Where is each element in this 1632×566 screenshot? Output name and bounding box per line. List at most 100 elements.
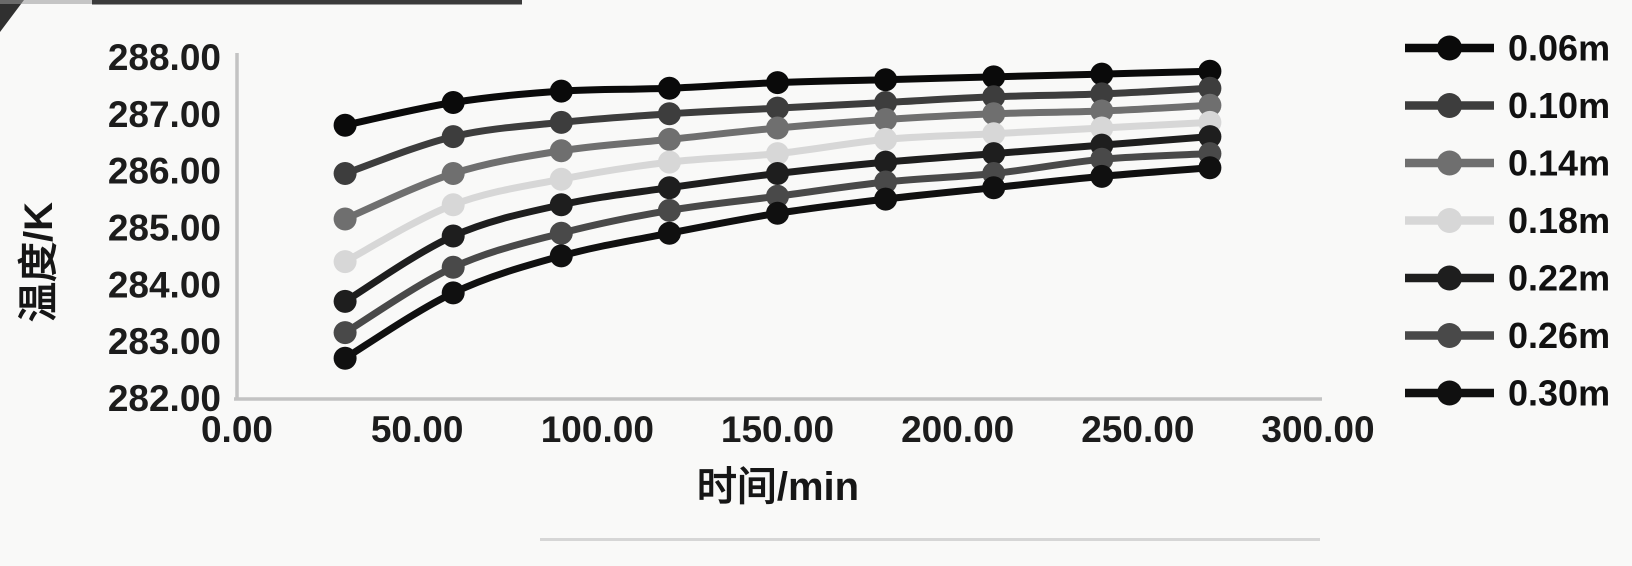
- data-point-marker: [766, 116, 789, 140]
- y-tick-label: 286.00: [108, 151, 221, 192]
- data-point-marker: [549, 167, 573, 191]
- legend-item-0.10m: 0.10m: [1405, 85, 1610, 126]
- data-point-marker: [441, 193, 465, 217]
- data-point-marker: [657, 127, 681, 151]
- legend-label: 0.18m: [1508, 200, 1610, 241]
- x-tick-label: 150.00: [721, 409, 834, 450]
- legend-marker-icon: [1437, 323, 1462, 348]
- data-point-marker: [874, 68, 898, 92]
- data-point-marker: [1090, 116, 1114, 140]
- data-point-marker: [657, 76, 681, 100]
- x-tick-label: 250.00: [1081, 409, 1194, 450]
- data-point-marker: [657, 198, 681, 222]
- data-point-marker: [333, 207, 357, 231]
- y-tick-label: 282.00: [108, 378, 221, 419]
- data-point-marker: [874, 170, 898, 194]
- scan-top-edge-light: [0, 0, 92, 4]
- series-0.14m: [333, 93, 1222, 231]
- legend-item-0.06m: 0.06m: [1405, 28, 1610, 69]
- data-point-marker: [333, 289, 357, 313]
- y-tick-label: 288.00: [108, 37, 221, 78]
- data-point-marker: [766, 162, 789, 185]
- legend-item-0.22m: 0.22m: [1405, 258, 1610, 299]
- data-point-marker: [333, 346, 357, 370]
- data-point-marker: [549, 110, 573, 134]
- data-point-marker: [1198, 156, 1222, 180]
- x-tick-label: 200.00: [901, 409, 1014, 450]
- data-point-marker: [441, 255, 465, 279]
- data-point-marker: [982, 102, 1006, 126]
- data-point-marker: [874, 108, 898, 131]
- data-point-marker: [1090, 62, 1114, 86]
- data-point-marker: [982, 122, 1006, 146]
- data-point-marker: [549, 79, 573, 103]
- data-point-marker: [657, 102, 681, 126]
- data-point-marker: [333, 321, 357, 345]
- data-point-marker: [441, 281, 465, 305]
- data-point-marker: [874, 91, 898, 114]
- data-point-marker: [1198, 59, 1222, 83]
- data-point-marker: [766, 201, 789, 225]
- x-axis-tick-labels: 0.00 50.00 100.00 150.00 200.00 250.00 300.00: [201, 409, 1375, 450]
- data-point-marker: [333, 250, 357, 274]
- legend-label: 0.22m: [1508, 258, 1610, 299]
- data-point-marker: [549, 221, 573, 245]
- x-axis-title: 时间/min: [697, 465, 859, 509]
- data-point-marker: [982, 65, 1006, 89]
- data-point-marker: [1198, 93, 1222, 117]
- x-tick-label: 300.00: [1261, 409, 1374, 450]
- data-point-marker: [766, 142, 789, 166]
- series-0.10m: [333, 76, 1222, 185]
- data-point-marker: [657, 150, 681, 174]
- data-point-marker: [766, 71, 789, 95]
- legend-marker-icon: [1437, 208, 1462, 233]
- data-point-marker: [441, 224, 465, 248]
- data-point-marker: [441, 162, 465, 185]
- x-tick-label: 100.00: [541, 409, 654, 450]
- series-0.22m: [333, 125, 1222, 313]
- legend: 0.06m 0.10m 0.14m 0.18m 0.22m 0.26m 0.30m: [1405, 28, 1610, 414]
- data-point-marker: [1090, 99, 1114, 123]
- data-point-marker: [982, 142, 1006, 166]
- data-point-marker: [874, 187, 898, 211]
- data-point-marker: [549, 193, 573, 217]
- data-point-marker: [549, 139, 573, 163]
- legend-label: 0.30m: [1508, 373, 1610, 414]
- data-point-marker: [1090, 82, 1114, 106]
- legend-marker-icon: [1437, 380, 1462, 406]
- y-axis-tick-labels: 282.00 283.00 284.00 285.00 286.00 287.00 288.…: [108, 37, 221, 419]
- data-point-marker: [766, 96, 789, 120]
- series-0.30m: [333, 156, 1222, 370]
- legend-marker-icon: [1437, 35, 1462, 61]
- y-axis-title: 温度/K: [17, 202, 61, 322]
- legend-marker-icon: [1437, 265, 1462, 291]
- data-point-marker: [874, 150, 898, 174]
- data-point-marker: [549, 244, 573, 268]
- legend-label: 0.06m: [1508, 28, 1610, 69]
- y-tick-label: 283.00: [108, 321, 221, 362]
- scan-bottom-line: [540, 538, 1320, 541]
- data-point-marker: [1198, 76, 1222, 100]
- legend-item-0.30m: 0.30m: [1405, 373, 1610, 414]
- data-point-marker: [982, 85, 1006, 109]
- scan-artifacts: [0, 0, 1320, 541]
- data-point-marker: [766, 184, 789, 208]
- axes: [234, 53, 1322, 401]
- series-lines: [333, 59, 1222, 370]
- legend-label: 0.14m: [1508, 143, 1610, 184]
- legend-item-0.14m: 0.14m: [1405, 143, 1610, 184]
- legend-item-0.18m: 0.18m: [1405, 200, 1610, 241]
- series-0.06m: [333, 59, 1222, 137]
- x-tick-label: 0.00: [201, 409, 273, 450]
- data-point-marker: [874, 127, 898, 151]
- data-point-marker: [333, 162, 357, 185]
- data-point-marker: [657, 176, 681, 200]
- series-0.18m: [333, 110, 1222, 274]
- data-point-marker: [1090, 147, 1114, 171]
- legend-marker-icon: [1437, 150, 1462, 176]
- data-point-marker: [1198, 125, 1222, 149]
- scan-top-edge-dark: [92, 0, 522, 5]
- legend-label: 0.26m: [1508, 315, 1610, 356]
